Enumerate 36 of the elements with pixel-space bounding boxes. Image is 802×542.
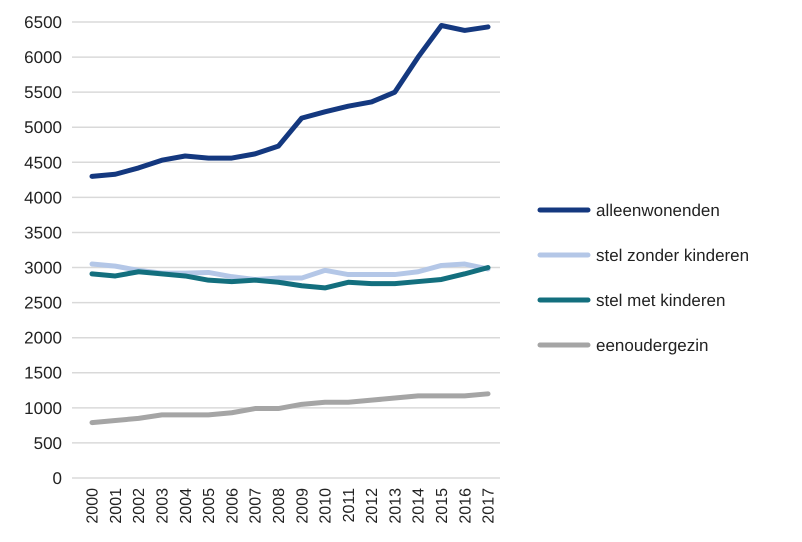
x-tick-label: 2005 [201,488,218,524]
x-tick-label: 2001 [108,488,125,524]
x-tick-label: 2011 [340,488,358,522]
x-tick-label: 2012 [364,488,382,524]
y-tick-label: 4500 [24,153,62,172]
y-tick-label: 2500 [24,294,62,313]
y-tick-label: 0 [52,468,62,488]
x-tick-label: 2013 [387,488,404,524]
legend-label: eenoudergezin [596,336,708,355]
y-tick-label: 5500 [24,83,62,102]
y-tick-label: 4000 [24,188,62,208]
x-tick-label: 2002 [131,488,148,524]
y-tick-label: 3000 [24,258,62,278]
y-tick-label: 1500 [24,364,62,383]
y-tick-label: 6500 [24,12,62,32]
x-tick-label: 2004 [178,488,195,524]
x-tick-label: 2000 [84,488,102,524]
x-tick-label: 2009 [294,488,312,524]
y-tick-label: 3500 [24,223,62,242]
x-tick-label: 2017 [480,488,498,524]
legend-label: alleenwonenden [596,200,720,220]
x-tick-label: 2003 [154,488,172,524]
x-tick-label: 2016 [457,488,474,524]
y-tick-label: 1000 [24,398,62,418]
y-tick-label: 5000 [24,118,62,138]
legend-label: stel zonder kinderen [596,246,750,265]
x-tick-label: 2008 [270,488,288,524]
x-tick-label: 2010 [318,488,335,524]
y-tick-label: 500 [34,434,62,453]
x-tick-label: 2006 [224,488,242,524]
x-tick-label: 2014 [410,488,428,524]
x-tick-label: 2007 [248,488,265,524]
x-tick-label: 2015 [434,488,452,524]
y-tick-label: 6000 [24,48,62,68]
y-tick-label: 2000 [24,328,62,348]
legend-label: stel met kinderen [596,290,726,310]
